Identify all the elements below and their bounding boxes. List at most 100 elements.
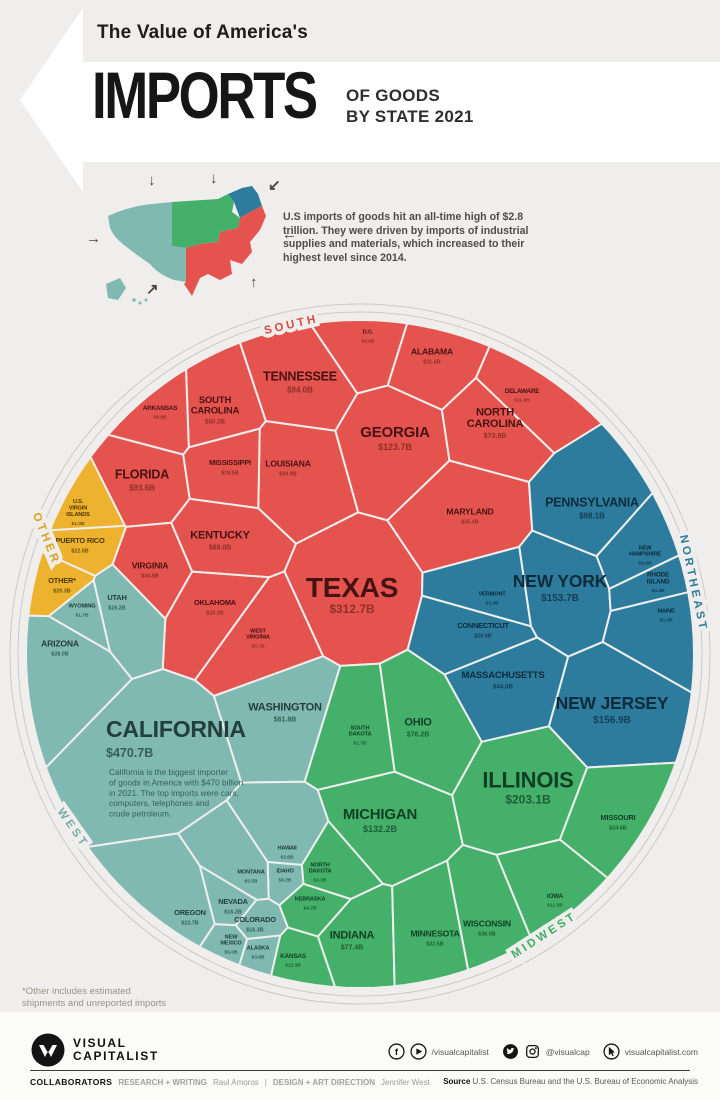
state-label-maine: MAINE $5.4B [657,609,675,624]
state-cell-wisconsin [446,843,533,971]
collaborators-label: COLLABORATORS [30,1077,113,1087]
svg-text:f: f [394,1047,398,1058]
research-name: Raul Amoros [213,1078,259,1087]
map-hawaii [132,298,136,302]
map-northeast-region [228,186,262,218]
instagram-icon [525,1045,539,1058]
state-label-kentucky: KENTUCKY $68.0B [190,529,250,551]
state-label-utah: UTAH $16.2B [107,593,126,611]
visual-capitalist-logo: VISUAL CAPITALIST [30,1032,159,1068]
state-label-virginia: VIRGINIA $34.8B [132,560,169,579]
state-label-california: CALIFORNIA $470.7B California is the bigge… [106,716,246,819]
map-west-region [108,202,186,282]
source-label: Source [443,1077,471,1086]
state-label-montana: MONTANA $5.5B [237,870,264,885]
state-label-georgia: GEORGIA $123.7B [360,424,430,452]
state-label-oklahoma: OKLAHOMA $15.2B [194,598,237,616]
state-label-u-s-virgin-islands: U.S. VIRGIN ISLANDS $1.0B [66,499,90,527]
state-cell-iowa [495,838,609,942]
social-handle-1: /visualcapitalist [431,1046,489,1057]
state-cell-arkansas [107,368,190,456]
design-name: Jennifer West [381,1078,430,1087]
logo-line2: CAPITALIST [73,1049,159,1063]
social-row: f /visualcapitalist @visualcap visualcap… [387,1043,698,1060]
state-cell-maine [601,591,695,694]
footnote-line1: *Other includes estimated [22,986,131,997]
facebook-icon: f [387,1043,405,1060]
state-label-mississippi: MISSISSIPPI $19.5B [209,458,251,476]
state-label-new-jersey: NEW JERSEY $156.9B [556,693,669,726]
state-cell-d-c [309,319,409,395]
state-label-puerto-rico: PUERTO RICO $22.5B [56,536,105,554]
state-label-florida: FLORIDA $93.6B [115,467,169,492]
state-label-tennessee: TENNESSEE $94.0B [263,369,337,394]
state-cell-other [27,550,96,618]
state-cell-hawaii [225,780,330,866]
state-label-illinois: ILLINOIS $203.1B [482,768,573,807]
source-text: U.S. Census Bureau and the U.S. Bureau o… [472,1077,698,1086]
inward-arrow-icon: ↙ [268,177,281,194]
website-link: visualcapitalist.com [624,1046,698,1057]
state-label-pennsylvania: PENNSYLVANIA $98.1B [545,495,639,520]
subtitle-line2: BY STATE 2021 [346,107,474,126]
state-label-kansas: KANSAS $12.3B [280,953,307,969]
left-arrow-icon [20,8,83,192]
state-label-indiana: INDIANA $77.4B [330,929,375,951]
map-south-region [184,206,266,296]
state-label-vermont: VERMONT $3.3B [478,592,506,607]
state-label-idaho: IDAHO $6.2B [276,869,294,884]
design-label: DESIGN + ART DIRECTION [272,1078,376,1087]
state-label-oregon: OREGON $23.7B [174,908,206,926]
state-cell-u-s-virgin-islands [48,455,126,532]
source-line: Source U.S. Census Bureau and the U.S. B… [443,1077,698,1086]
youtube-icon [409,1043,427,1060]
state-label-michigan: MICHIGAN $132.2B [343,806,417,834]
state-label-delaware: DELAWARE $11.9B [505,388,541,404]
state-cell-vermont [421,545,532,628]
state-label-north-carolina: NORTH CAROLINA $73.9B [467,407,524,441]
state-label-alaska: ALASKA $3.8B [247,946,270,961]
state-label-west-virginia: WEST VIRGINIA $3.7B [246,628,270,649]
state-cell-alabama [386,322,491,411]
footer-divider [30,1070,690,1071]
state-label-missouri: MISSOURI $24.6B [601,813,636,831]
state-label-colorado: COLORADO $16.3B [234,915,276,933]
state-label-massachusetts: MASSACHUSETTS $44.0B [462,670,545,690]
inward-arrow-icon: ↓ [148,172,156,189]
state-label-arizona: ARIZONA $28.0B [41,638,79,657]
page-title: IMPORTS [92,58,318,132]
state-label-louisiana: LOUISIANA $30.9B [265,458,310,477]
state-label-minnesota: MINNESOTA $32.5B [410,928,459,947]
subtitle-line1: OF GOODS [346,86,441,105]
outer-ring-inner [17,311,703,997]
state-cell-new-mexico [198,923,249,967]
inward-arrow-icon: → [86,230,101,247]
logo-line1: VISUAL [73,1036,127,1050]
outer-ring-outer [9,303,711,1005]
state-label-south-carolina: SOUTH CAROLINA $50.2B [191,395,240,425]
state-label-iowa: IOWA $11.5B [547,893,564,909]
state-label-d-c: D.C. $0.6B [361,330,375,345]
credits-row: COLLABORATORS RESEARCH + WRITING Raul Am… [30,1077,430,1087]
state-label-nebraska: NEBRASKA $4.7B [295,897,326,912]
footnote: *Other includes estimated shipments and … [22,986,166,1010]
us-region-map [106,186,266,305]
state-label-arkansas: ARKANSAS $9.9B [143,405,179,421]
state-label-south-dakota: SOUTH DAKOTA $1.7B [349,725,372,746]
footer-panel [0,1012,720,1100]
state-label-north-dakota: NORTH DAKOTA $3.3B [309,862,332,883]
title-band [82,62,720,162]
state-label-rhode-island: RHODE ISLAND $9.3B [647,571,670,594]
state-label-other: OTHER* $20.3B [48,576,76,594]
inward-arrow-icon: ↓ [210,170,218,187]
intro-paragraph: U.S imports of goods hit an all-time hig… [283,211,529,264]
page-subtitle: OF GOODS BY STATE 2021 [346,85,474,127]
title-kicker: The Value of America's [97,22,308,43]
cursor-icon [603,1043,620,1060]
inward-arrow-icon: ← [282,226,297,243]
state-label-ohio: OHIO $76.2B [404,716,432,738]
state-label-wyoming: WYOMING $1.7B [68,604,96,619]
state-cell-minnesota [391,859,470,988]
